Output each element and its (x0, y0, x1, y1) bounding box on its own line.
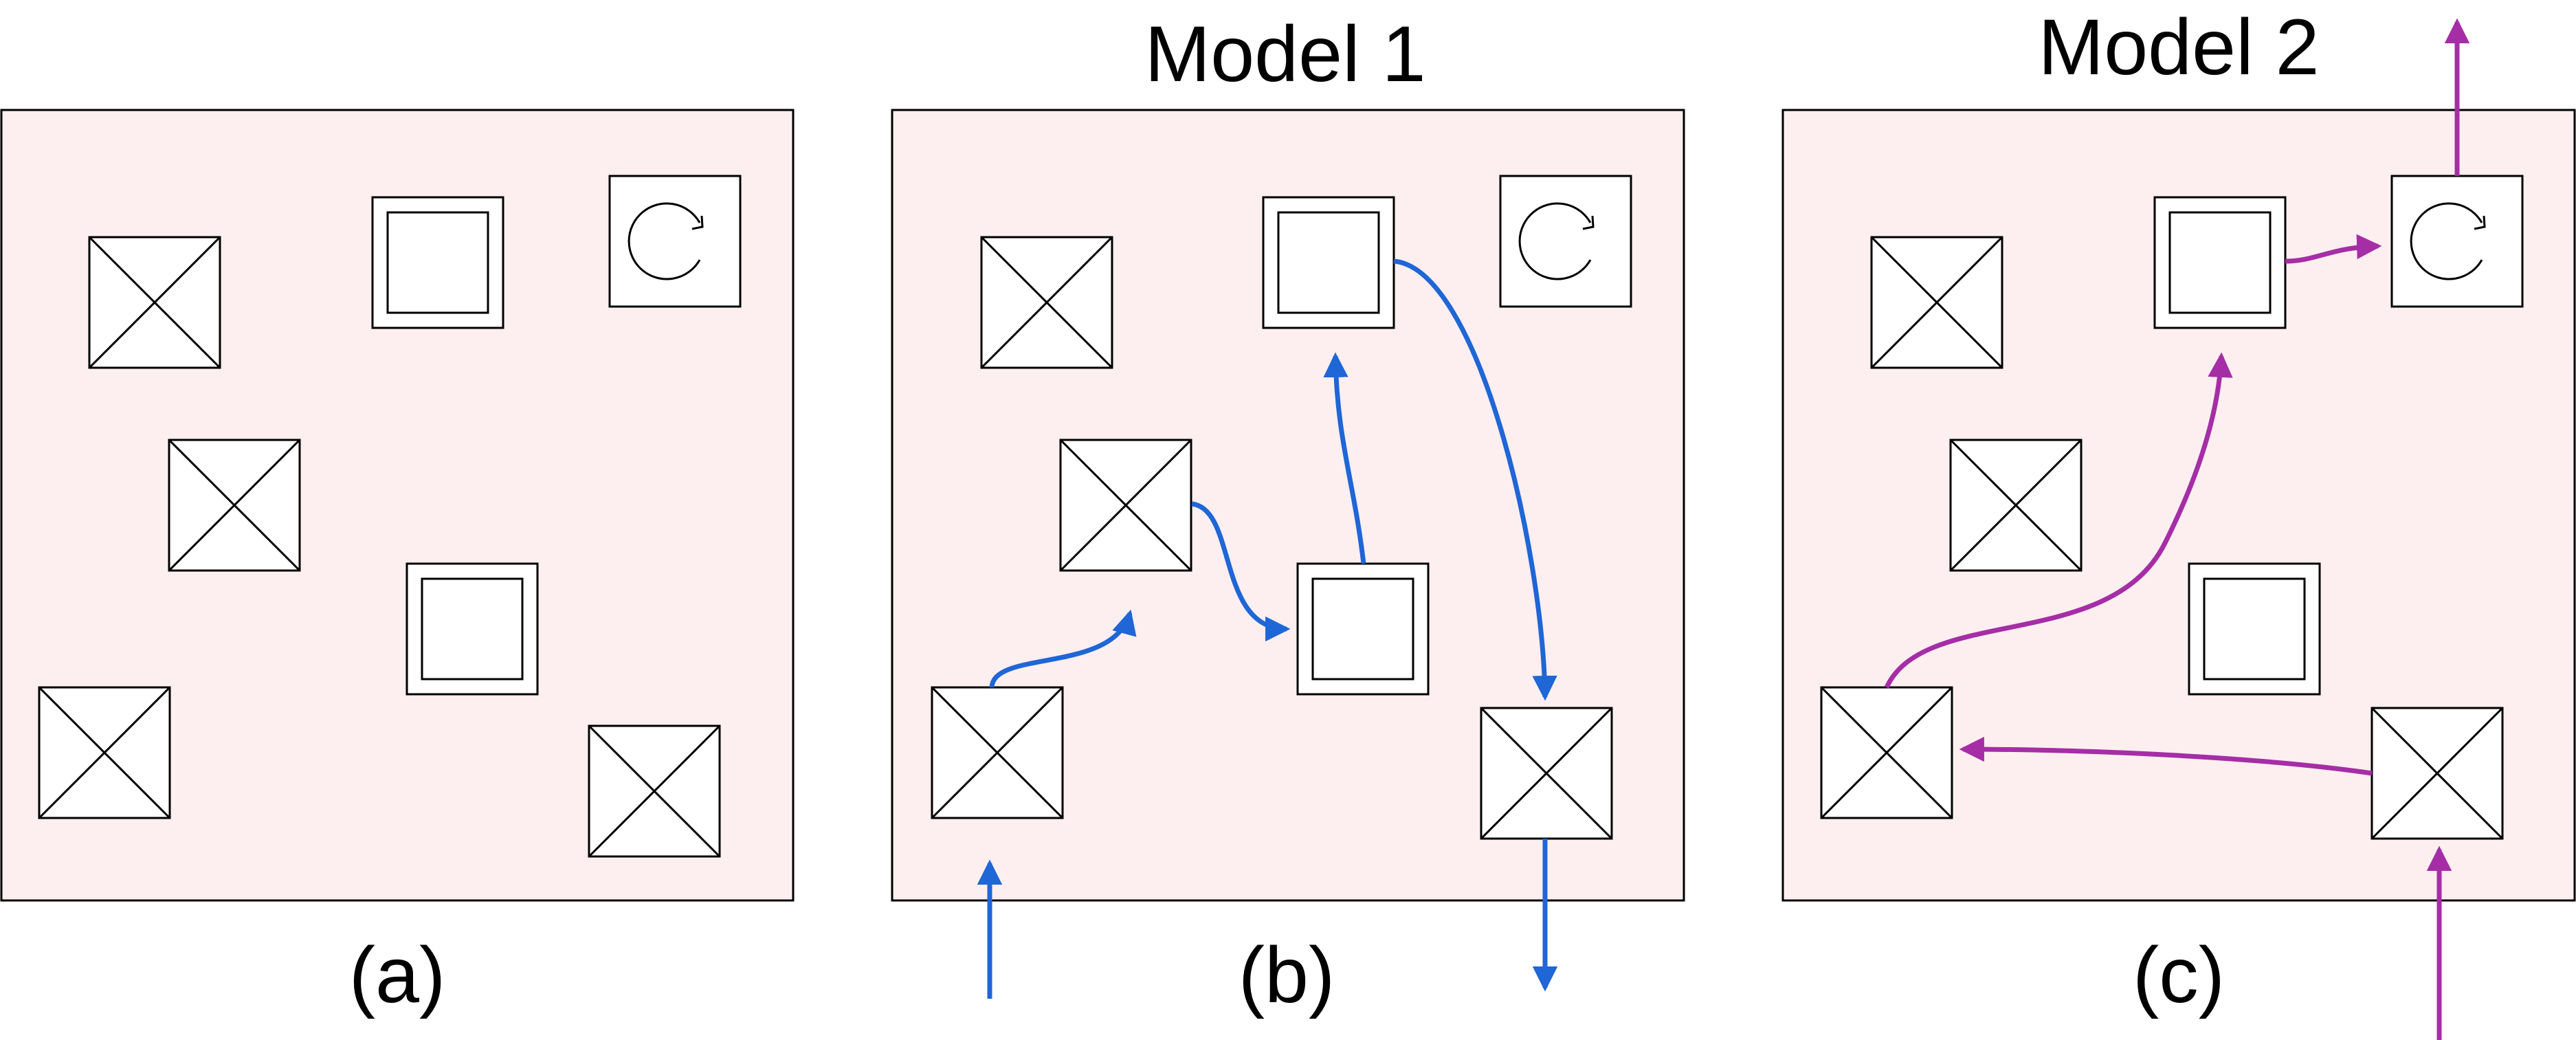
crossed-square-icon (1949, 439, 2083, 572)
crossed-square-icon (2370, 707, 2504, 840)
panel-c: Model 2 (c) (1781, 3, 2576, 1040)
rotate-arrow-icon (2390, 175, 2524, 308)
crossed-square-icon (38, 686, 171, 819)
double-square-icon (1296, 562, 1430, 696)
panel-a-caption: (a) (349, 931, 446, 1019)
crossed-square-icon (168, 439, 301, 572)
double-square-icon (2153, 196, 2287, 329)
panel-a: (a) (0, 109, 795, 1019)
rotate-arrow-icon (1499, 175, 1632, 308)
crossed-square-icon (588, 724, 721, 858)
model2-arrow-7-to-6 (1959, 736, 2373, 776)
double-square-icon (371, 196, 504, 329)
model1-arrow-6-to-4 (989, 609, 1137, 688)
panel-c-caption: (c) (2133, 931, 2225, 1019)
model2-arrow-2-to-3 (2285, 234, 2382, 264)
crossed-square-icon (1820, 686, 1953, 819)
crossed-square-icon (1059, 439, 1192, 572)
double-square-icon (2188, 562, 2321, 696)
rotate-arrow-icon (608, 175, 742, 308)
model1-arrow-2-to-7 (1393, 258, 1557, 701)
crossed-square-icon (931, 686, 1064, 819)
model1-arrow-4-to-5 (1191, 501, 1291, 642)
crossed-square-icon (1480, 707, 1613, 840)
double-square-icon (406, 562, 539, 696)
model2-arrow-6-to-2 (1884, 352, 2233, 689)
panel-c-title: Model 2 (2038, 3, 2319, 91)
model2-path (1884, 18, 2470, 1040)
panel-b: Model 1 (b) (891, 10, 1685, 1019)
model1-arrow-5-to-2 (1323, 352, 1366, 564)
panel-b-title: Model 1 (1144, 10, 1425, 98)
panel-b-caption: (b) (1239, 931, 1335, 1019)
double-square-icon (1262, 196, 1395, 329)
crossed-square-icon (88, 236, 221, 369)
crossed-square-icon (980, 236, 1113, 369)
crossed-square-icon (1870, 236, 2003, 369)
model1-path (977, 258, 1558, 999)
